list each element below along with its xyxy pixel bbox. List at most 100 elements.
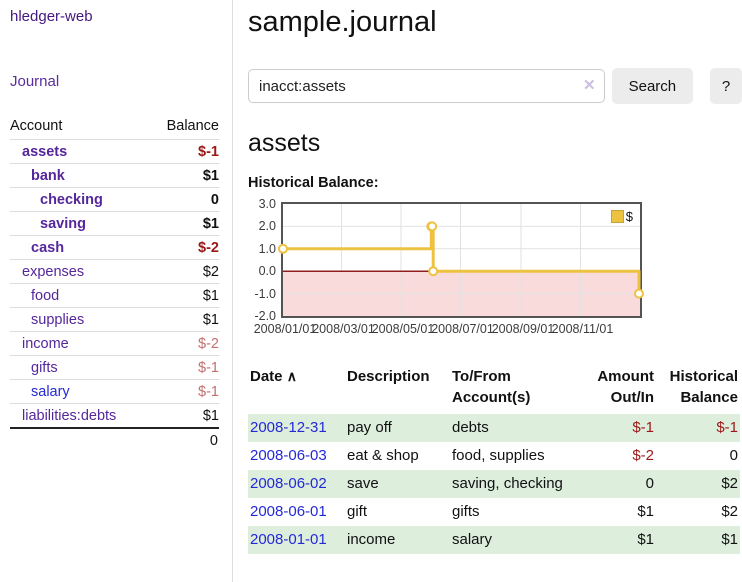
x-tick-label: 2008/11/01 <box>551 322 614 336</box>
transaction-amount: $-2 <box>632 447 654 464</box>
transaction-accounts: saving, checking <box>452 475 563 492</box>
account-balance: $-1 <box>198 143 219 160</box>
account-link[interactable]: liabilities:debts <box>22 407 117 424</box>
help-button[interactable]: ? <box>710 68 742 104</box>
account-link[interactable]: expenses <box>22 263 85 280</box>
account-row: gifts $-1 <box>10 355 219 380</box>
transaction-date-link[interactable]: 2008-06-02 <box>250 475 327 492</box>
transaction-amount: $-1 <box>632 419 654 436</box>
account-balance: $-2 <box>198 335 219 352</box>
account-balance: 0 <box>210 191 219 208</box>
account-heading: assets <box>248 129 321 157</box>
transaction-date-link[interactable]: 2008-06-01 <box>250 503 327 520</box>
chart-x-axis: 2008/01/01 2008/03/01 2008/05/01 2008/07/01… <box>254 322 644 338</box>
account-row: checking 0 <box>10 187 219 212</box>
sidebar: hledger-web Journal Account Balance asse… <box>0 0 233 582</box>
transaction-balance: 0 <box>729 447 738 464</box>
account-link[interactable]: salary <box>31 383 70 400</box>
account-column-header: Account <box>10 118 63 134</box>
y-tick-label: -1.0 <box>254 286 276 301</box>
accounts-total-value: 0 <box>209 432 218 449</box>
transaction-date-link[interactable]: 2008-12-31 <box>250 419 327 436</box>
description-column-header: Description <box>347 368 430 385</box>
register-header-row: Date ∧ Description To/From Account(s) Amo… <box>248 364 740 414</box>
chart-y-axis: 3.0 2.0 1.0 0.0 -1.0 -2.0 <box>248 197 276 323</box>
account-row: salary $-1 <box>10 379 219 404</box>
accounts-header-row: Account Balance <box>10 114 219 140</box>
clear-search-icon[interactable]: ✕ <box>583 77 596 94</box>
transaction-amount: $1 <box>637 503 654 520</box>
legend-swatch-icon <box>610 210 624 223</box>
accounts-total-row: 0 <box>10 428 219 452</box>
account-row: expenses $2 <box>10 259 219 284</box>
y-tick-label: -2.0 <box>254 309 276 323</box>
accounts-column-header: To/From Account(s) <box>452 368 531 406</box>
account-balance: $-1 <box>198 359 219 376</box>
account-row: food $1 <box>10 283 219 308</box>
chart-plot[interactable]: $ <box>278 202 644 318</box>
account-row: income $-2 <box>10 331 219 356</box>
legend-label: $ <box>625 209 633 224</box>
x-tick-label: 2008/03/01 <box>312 322 375 336</box>
transaction-amount: $1 <box>637 531 654 548</box>
brand-link[interactable]: hledger-web <box>10 8 93 25</box>
account-link[interactable]: supplies <box>31 311 85 328</box>
y-tick-label: 1.0 <box>258 241 276 256</box>
transaction-balance: $2 <box>721 503 738 520</box>
account-link[interactable]: bank <box>31 167 65 184</box>
page-title: sample.journal <box>248 6 437 38</box>
account-balance: $1 <box>202 407 219 424</box>
account-link[interactable]: checking <box>40 191 103 208</box>
transaction-row: 2008-01-01 income salary $1 $1 <box>248 526 740 554</box>
accounts-table: Account Balance assets $-1 bank $1 checkin… <box>10 114 219 452</box>
balance-column-header: Balance <box>166 118 219 134</box>
transaction-accounts: debts <box>452 419 489 436</box>
account-balance: $-2 <box>198 239 219 256</box>
y-tick-label: 2.0 <box>258 219 276 234</box>
search-button[interactable]: Search <box>611 68 694 104</box>
account-row: assets $-1 <box>10 139 219 164</box>
transaction-description: pay off <box>347 419 392 436</box>
account-link[interactable]: cash <box>31 239 65 256</box>
transaction-date-link[interactable]: 2008-01-01 <box>250 531 327 548</box>
x-tick-label: 2008/05/01 <box>371 322 435 336</box>
account-balance: $1 <box>202 215 219 232</box>
account-link[interactable]: assets <box>22 143 68 160</box>
transaction-description: gift <box>347 503 368 520</box>
y-tick-label: 0.0 <box>258 264 276 279</box>
transaction-balance: $-1 <box>716 419 738 436</box>
nav-journal-link[interactable]: Journal <box>10 73 60 90</box>
x-tick-label: 2008/07/01 <box>431 322 494 336</box>
date-column-header[interactable]: Date ∧ <box>250 368 297 385</box>
chart-canvas <box>278 204 644 316</box>
transaction-row: 2008-06-03 eat & shop food, supplies $-2… <box>248 442 740 470</box>
account-row: cash $-2 <box>10 235 219 260</box>
chart-legend: $ <box>608 208 635 225</box>
transaction-date-link[interactable]: 2008-06-03 <box>250 447 327 464</box>
transaction-balance: $1 <box>721 531 738 548</box>
account-balance: $1 <box>202 311 219 328</box>
y-tick-label: 3.0 <box>258 197 276 211</box>
chart-title: Historical Balance: <box>248 175 379 191</box>
account-row: supplies $1 <box>10 307 219 332</box>
balance-chart: 3.0 2.0 1.0 0.0 -1.0 -2.0 $ 2008/01/01 2008/03… <box>248 197 742 340</box>
search-input[interactable] <box>248 69 605 103</box>
account-balance: $1 <box>202 287 219 304</box>
transaction-description: income <box>347 531 396 548</box>
transaction-balance: $2 <box>721 475 738 492</box>
balance-column-header: Historical Balance <box>669 368 738 406</box>
account-link[interactable]: gifts <box>31 359 58 376</box>
account-link[interactable]: food <box>31 287 60 304</box>
transaction-description: save <box>347 475 379 492</box>
account-balance: $1 <box>202 167 219 184</box>
x-tick-label: 2008/09/01 <box>491 322 555 336</box>
account-link[interactable]: income <box>22 335 69 352</box>
account-balance: $-1 <box>198 383 219 400</box>
account-link[interactable]: saving <box>40 215 86 232</box>
sort-ascending-icon: ∧ <box>286 368 297 384</box>
transaction-amount: 0 <box>645 475 654 492</box>
transaction-description: eat & shop <box>347 447 419 464</box>
account-row: bank $1 <box>10 163 219 188</box>
account-row: saving $1 <box>10 211 219 236</box>
transaction-row: 2008-06-02 save saving, checking 0 $2 <box>248 470 740 498</box>
